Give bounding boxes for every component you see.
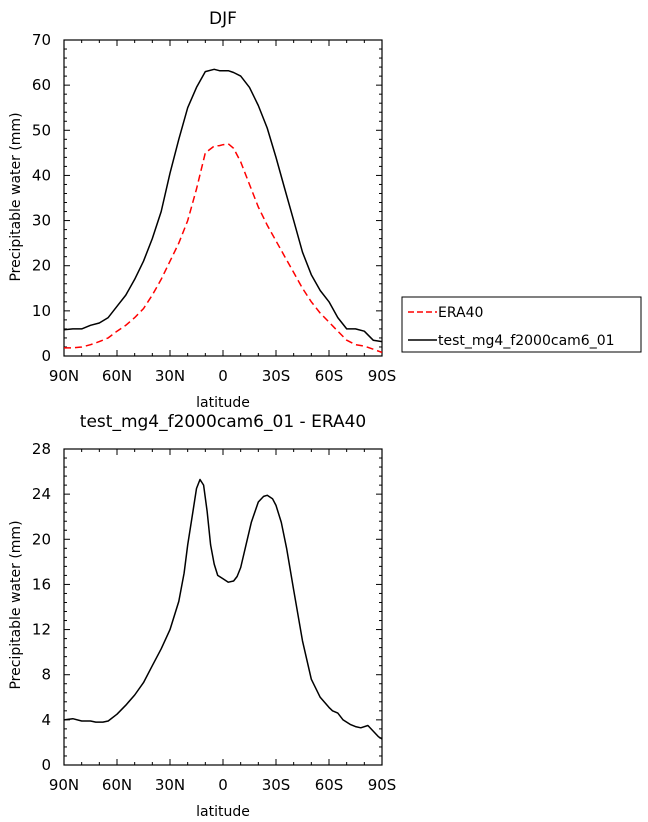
top-chart-panel: DJF 90N 60N 30N 0 30S 60S 90S 0 10 20 30 40 50 60 70 l… [8, 9, 396, 411]
bottom-x-tick-label: 0 [218, 776, 228, 794]
bottom-y-tick-label: 12 [32, 621, 51, 639]
top-x-tick-label: 60S [315, 367, 344, 385]
bottom-chart-marks: 90N 60N 30N 0 30S 60S 90S 0 4 8 12 16 20 24 28 [32, 440, 396, 794]
legend-label-era40: ERA40 [438, 305, 483, 321]
top-chart-y-axis-label: Precipitable water (mm) [8, 112, 24, 281]
top-y-tick-label: 20 [32, 257, 51, 275]
top-chart-marks: 90N 60N 30N 0 30S 60S 90S 0 10 20 30 40 50 60 70 [32, 31, 396, 385]
legend-box [401, 296, 642, 353]
top-y-tick-label: 70 [32, 31, 51, 49]
top-chart-title: DJF [209, 9, 237, 29]
bottom-y-tick-label: 20 [32, 530, 51, 548]
top-y-tick-label: 10 [32, 302, 51, 320]
bottom-chart-y-axis-label: Precipitable water (mm) [8, 520, 24, 689]
top-x-tick-label: 30N [155, 367, 185, 385]
bottom-x-tick-label: 30N [155, 776, 185, 794]
top-y-tick-label: 40 [32, 166, 51, 184]
bottom-y-tick-label: 8 [41, 666, 51, 684]
bottom-y-tick-label: 0 [41, 756, 51, 774]
bottom-y-tick-label: 4 [41, 711, 51, 729]
top-chart-x-axis-label: latitude [196, 395, 250, 411]
top-y-tick-label: 30 [32, 212, 51, 230]
bottom-y-tick-label: 16 [32, 575, 51, 593]
top-series-line-era40 [64, 143, 383, 354]
bottom-chart-title: test_mg4_f2000cam6_01 - ERA40 [80, 412, 366, 432]
top-x-tick-label: 90N [49, 367, 79, 385]
bottom-chart-x-axis-label: latitude [196, 804, 250, 820]
top-x-tick-label: 90S [368, 367, 397, 385]
bottom-y-tick-label: 28 [32, 440, 51, 458]
top-y-tick-label: 50 [32, 121, 51, 139]
top-plot-frame [63, 39, 383, 357]
bottom-x-tick-label: 60N [102, 776, 132, 794]
legend: ERA40 test_mg4_f2000cam6_01 [401, 296, 642, 353]
top-series-line-test-mg4-f2000cam6-01 [63, 68, 383, 343]
top-x-tick-label: 60N [102, 367, 132, 385]
top-x-tick-label: 30S [262, 367, 291, 385]
bottom-x-tick-label: 90S [368, 776, 397, 794]
top-y-tick-label: 60 [32, 76, 51, 94]
bottom-x-tick-label: 30S [262, 776, 291, 794]
bottom-y-tick-label: 24 [32, 485, 51, 503]
legend-label-model: test_mg4_f2000cam6_01 [438, 333, 615, 349]
bottom-x-tick-label: 60S [315, 776, 344, 794]
bottom-x-tick-label: 90N [49, 776, 79, 794]
bottom-series-line-0 [63, 478, 383, 740]
top-y-tick-label: 0 [41, 347, 51, 365]
bottom-chart-panel: test_mg4_f2000cam6_01 - ERA40 90N 60N 30N 0… [8, 412, 396, 820]
top-x-tick-label: 0 [218, 367, 228, 385]
